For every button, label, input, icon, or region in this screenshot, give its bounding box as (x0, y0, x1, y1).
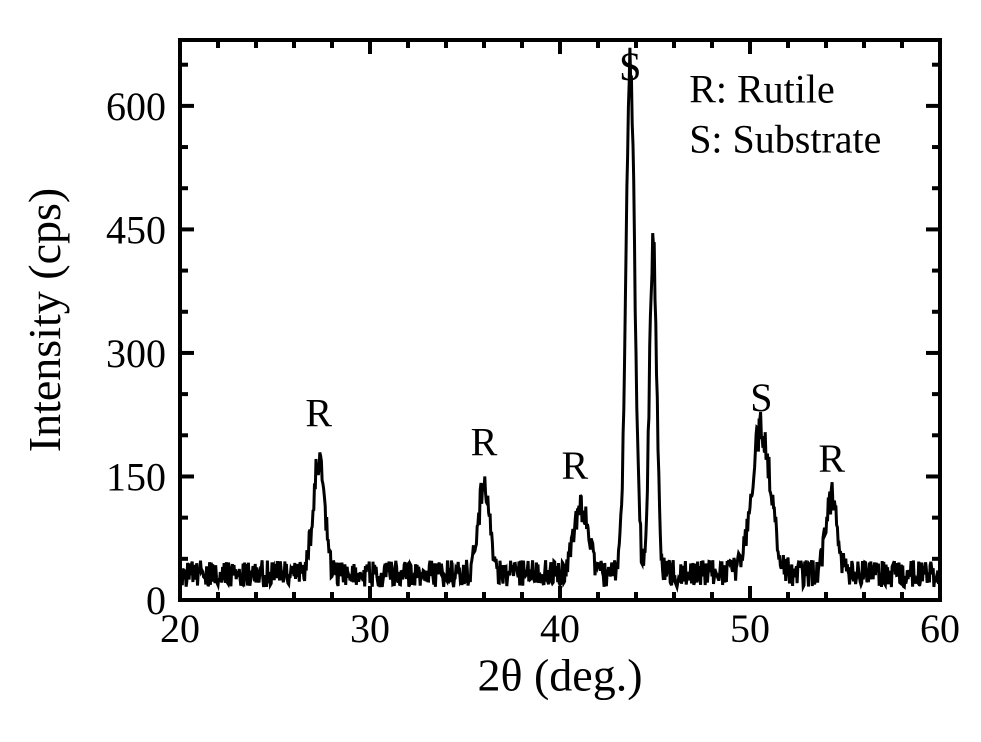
y-tick-label: 450 (106, 207, 166, 252)
peak-label: R (305, 390, 332, 435)
peak-label: S (619, 44, 641, 89)
y-axis-label: Intensity (cps) (19, 188, 70, 452)
y-tick-label: 150 (106, 454, 166, 499)
y-tick-label: 300 (106, 331, 166, 376)
peak-label: S (750, 375, 772, 420)
x-tick-label: 50 (730, 606, 770, 651)
legend-item: S: Substrate (689, 116, 881, 161)
x-tick-label: 30 (350, 606, 390, 651)
x-tick-label: 60 (920, 606, 960, 651)
legend-item: R: Rutile (689, 66, 835, 111)
x-tick-label: 20 (160, 606, 200, 651)
x-tick-label: 40 (540, 606, 580, 651)
peak-label: R (818, 436, 845, 481)
peak-label: R (471, 420, 498, 465)
y-tick-label: 600 (106, 84, 166, 129)
peak-label: R (562, 443, 589, 488)
y-tick-label: 0 (146, 578, 166, 623)
x-axis-label: 2θ (deg.) (477, 650, 642, 701)
